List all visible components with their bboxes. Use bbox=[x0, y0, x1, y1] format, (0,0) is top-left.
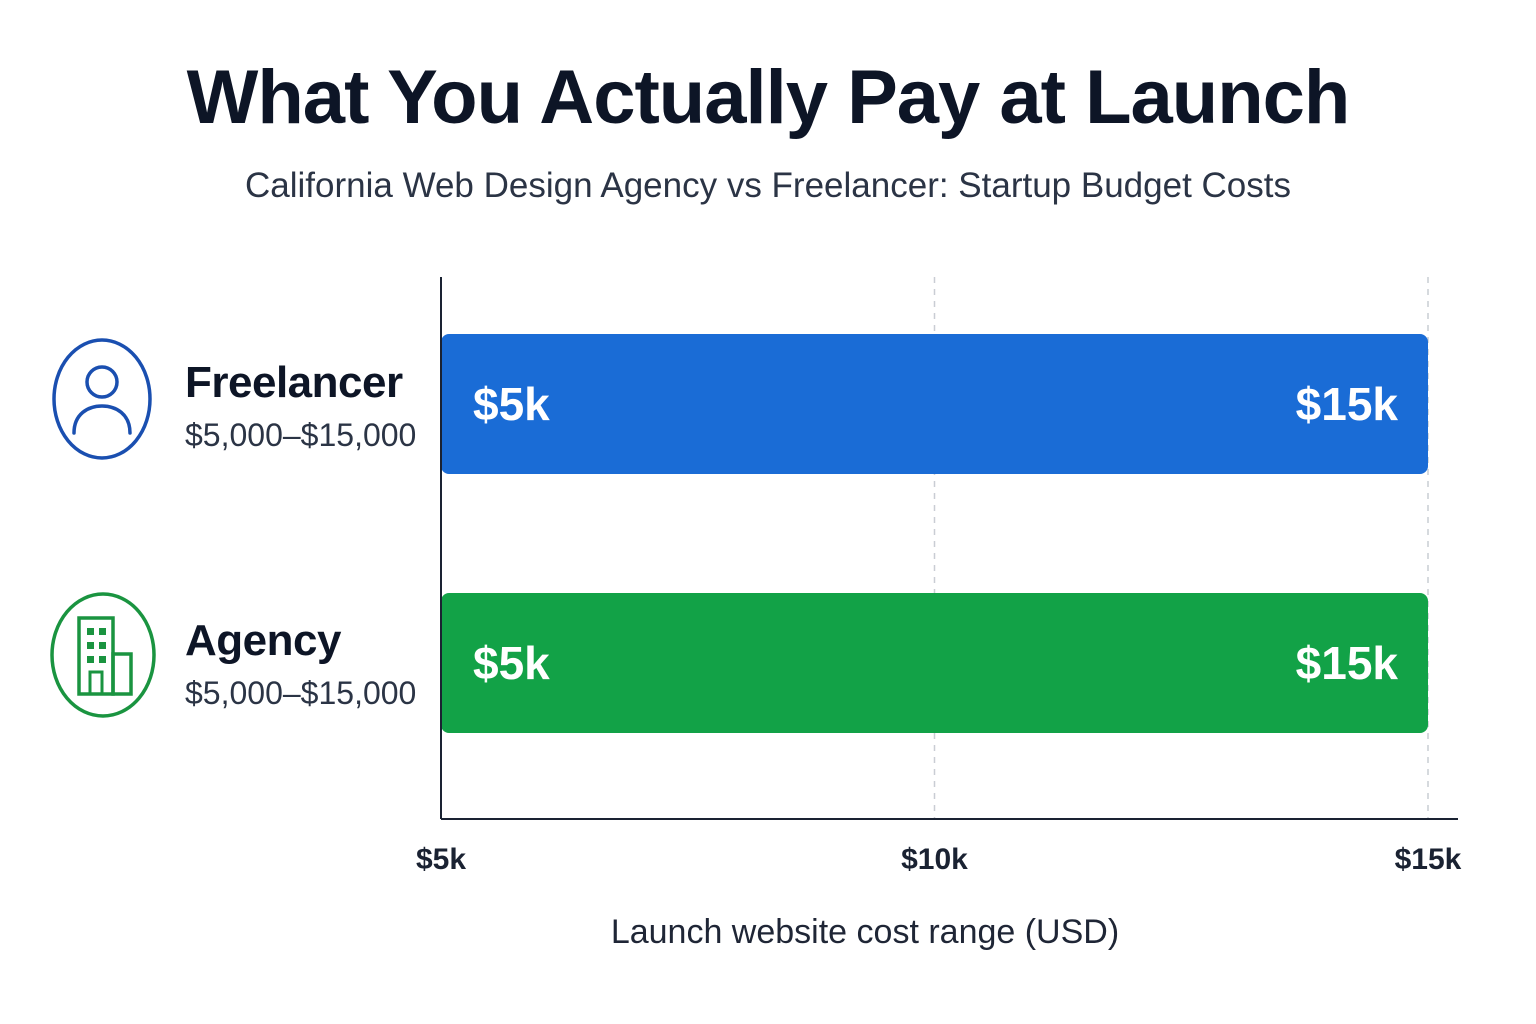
bar-agency bbox=[441, 593, 1428, 733]
bar-max-label-agency: $15k bbox=[1296, 637, 1399, 689]
x-tick-label-1: $10k bbox=[901, 843, 968, 876]
x-axis-title: Launch website cost range (USD) bbox=[610, 913, 1120, 951]
person-icon bbox=[52, 338, 152, 460]
row-range-freelancer: $5,000–$15,000 bbox=[185, 417, 417, 453]
bar-min-label-freelancer: $5k bbox=[473, 378, 550, 430]
x-tick-label-2: $15k bbox=[1395, 843, 1462, 876]
bar-min-label-agency: $5k bbox=[473, 637, 550, 689]
chart-subtitle: California Web Design Agency vs Freelanc… bbox=[245, 166, 1291, 205]
building-icon bbox=[50, 592, 156, 718]
row-label-agency: Agency $5,000–$15,000 bbox=[185, 615, 416, 713]
row-name-agency: Agency bbox=[185, 616, 341, 665]
x-tick-label-0: $5k bbox=[416, 843, 466, 876]
bar-freelancer bbox=[441, 334, 1428, 474]
bar-max-label-freelancer: $15k bbox=[1296, 378, 1399, 430]
row-name-freelancer: Freelancer bbox=[185, 358, 403, 407]
row-label-freelancer: Freelancer $5,000–$15,000 bbox=[185, 357, 416, 455]
row-range-agency: $5,000–$15,000 bbox=[185, 675, 417, 711]
chart-title: What You Actually Pay at Launch bbox=[186, 55, 1351, 140]
